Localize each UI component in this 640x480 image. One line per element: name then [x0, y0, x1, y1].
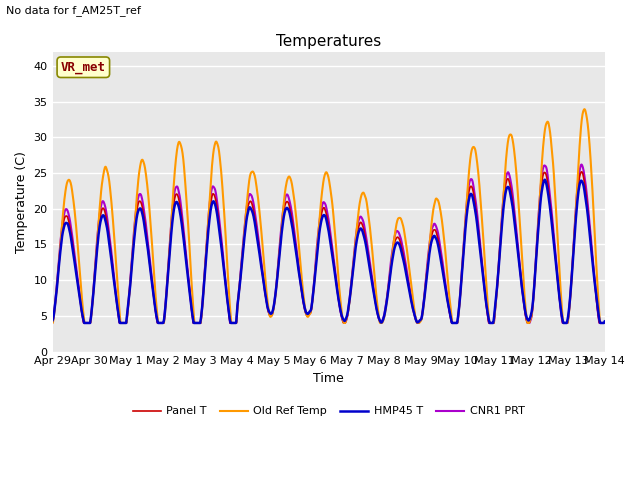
- Panel T: [49, 319, 56, 324]
- HMP45 T: [81, 320, 88, 326]
- Old Ref Temp: [92, 265, 99, 271]
- Title: Temperatures: Temperatures: [276, 34, 381, 49]
- CNR1 PRT: [92, 256, 99, 262]
- HMP45 T: [601, 319, 609, 324]
- Line: HMP45 T: HMP45 T: [52, 180, 605, 323]
- Panel T: [364, 244, 371, 250]
- HMP45 T: [49, 317, 56, 323]
- Panel T: [80, 320, 88, 326]
- Old Ref Temp: [580, 107, 588, 112]
- CNR1 PRT: [49, 319, 56, 325]
- Old Ref Temp: [601, 320, 609, 326]
- HMP45 T: [115, 309, 122, 315]
- CNR1 PRT: [364, 240, 371, 246]
- X-axis label: Time: Time: [313, 372, 344, 385]
- CNR1 PRT: [80, 320, 88, 326]
- HMP45 T: [541, 177, 549, 183]
- Panel T: [601, 320, 609, 326]
- Panel T: [305, 313, 312, 319]
- CNR1 PRT: [295, 262, 303, 268]
- HMP45 T: [284, 205, 291, 211]
- Panel T: [115, 310, 122, 316]
- CNR1 PRT: [305, 312, 312, 317]
- CNR1 PRT: [284, 192, 291, 197]
- CNR1 PRT: [577, 162, 585, 168]
- Panel T: [578, 169, 586, 175]
- HMP45 T: [295, 267, 303, 273]
- CNR1 PRT: [601, 320, 609, 326]
- Old Ref Temp: [49, 320, 56, 326]
- Panel T: [295, 266, 303, 272]
- Text: VR_met: VR_met: [61, 61, 106, 74]
- Old Ref Temp: [283, 179, 291, 184]
- Panel T: [92, 260, 99, 266]
- Old Ref Temp: [114, 284, 122, 290]
- Y-axis label: Temperature (C): Temperature (C): [15, 151, 28, 252]
- Line: CNR1 PRT: CNR1 PRT: [52, 165, 605, 323]
- HMP45 T: [92, 263, 99, 268]
- HMP45 T: [364, 249, 371, 254]
- Text: No data for f_AM25T_ref: No data for f_AM25T_ref: [6, 5, 141, 16]
- Line: Old Ref Temp: Old Ref Temp: [52, 109, 605, 323]
- CNR1 PRT: [115, 309, 122, 315]
- Old Ref Temp: [363, 200, 371, 205]
- HMP45 T: [305, 311, 312, 316]
- Panel T: [284, 199, 291, 204]
- Legend: Panel T, Old Ref Temp, HMP45 T, CNR1 PRT: Panel T, Old Ref Temp, HMP45 T, CNR1 PRT: [129, 402, 529, 421]
- Old Ref Temp: [304, 314, 312, 320]
- Line: Panel T: Panel T: [52, 172, 605, 323]
- Old Ref Temp: [294, 236, 302, 241]
